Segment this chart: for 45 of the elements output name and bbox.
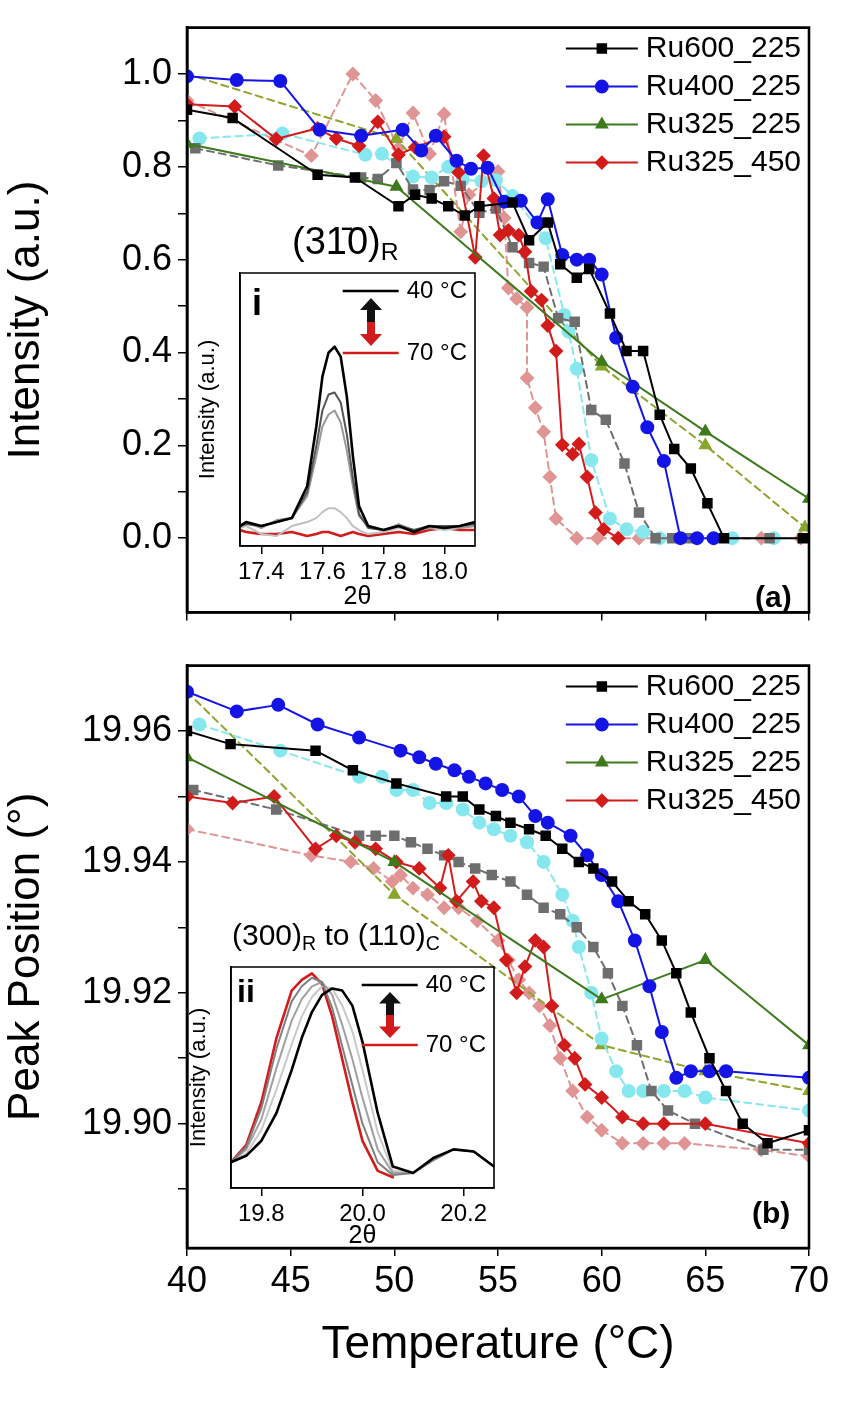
x-tick-label: 17.6 (299, 557, 346, 585)
x-tick-label: 45 (270, 1258, 311, 1300)
legend-label: Ru325_225 (645, 105, 802, 139)
x-tick-label: 17.4 (238, 557, 285, 585)
x-tick-label: 40 (166, 1258, 208, 1300)
y-tick-label: 0.4 (121, 329, 172, 371)
legend-label: 70 °C (406, 337, 467, 365)
legend-label: Ru400_225 (645, 705, 802, 739)
x-axis-title: Temperature (°C) (321, 1316, 675, 1369)
legend-label: Ru600_225 (645, 29, 802, 63)
x-tick-label: 18.0 (421, 557, 468, 585)
x-tick-label: 50 (374, 1258, 415, 1300)
y-tick-label: 19.94 (81, 838, 172, 880)
annotation: i (252, 282, 263, 323)
annotation: (31̄0)$_{R}$ (292, 220, 399, 266)
legend-label: Ru325_225 (645, 743, 802, 777)
annotation: (a) (755, 580, 792, 613)
annotation: (300)$_{R}$ to (110)$_{C}$ (232, 918, 440, 954)
y-axis-title: Intensity (a.u.) (185, 1007, 211, 1148)
y-tick-label: 1.0 (121, 50, 172, 92)
legend-label: Ru325_450 (645, 781, 802, 815)
y-axis-title: Peak Position (°) (0, 792, 48, 1121)
y-tick-label: 19.92 (81, 969, 172, 1011)
y-tick-label: 0.0 (121, 515, 172, 557)
x-tick-label: 60 (581, 1258, 622, 1300)
x-tick-label: 70 (788, 1258, 830, 1300)
y-axis-title: Intensity (a.u.) (194, 339, 220, 480)
annotation: (b) (752, 1196, 791, 1229)
x-tick-label: 65 (685, 1258, 726, 1300)
legend-label: Ru400_225 (645, 67, 802, 101)
annotation: ii (237, 973, 255, 1009)
y-axis-title: Intensity (a.u.) (0, 180, 48, 460)
y-tick-label: 0.8 (121, 143, 172, 185)
x-tick-label: 20.2 (440, 1199, 488, 1227)
y-tick-label: 0.6 (121, 236, 172, 278)
y-tick-label: 19.90 (81, 1100, 172, 1142)
legend-label: 70 °C (425, 1029, 486, 1057)
legend-label: 40 °C (425, 969, 486, 997)
y-tick-label: 0.2 (121, 422, 172, 464)
legend-label: 40 °C (406, 275, 467, 303)
y-tick-label: 19.96 (81, 707, 172, 749)
x-tick-label: 19.8 (237, 1199, 285, 1227)
x-tick-label: 55 (477, 1258, 519, 1300)
legend-label: Ru325_450 (645, 143, 802, 177)
legend-label: Ru600_225 (645, 667, 802, 701)
